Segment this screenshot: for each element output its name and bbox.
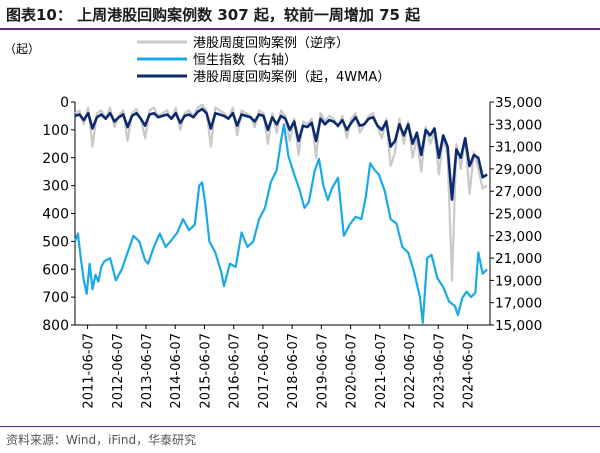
right-tick-label: 21,000 [495, 251, 542, 267]
right-tick-label: 15,000 [495, 318, 542, 334]
right-tick-label: 33,000 [495, 117, 542, 133]
x-tick-label: 2023-06-07 [432, 333, 447, 409]
figure-title: 图表10： 上周港股回购案例数 307 起，较前一周增加 75 起 [6, 6, 421, 24]
x-tick-label: 2017-06-07 [257, 333, 272, 409]
title-divider [0, 28, 600, 30]
series-buyback-4wma [74, 107, 488, 201]
left-tick-label: 0 [60, 95, 69, 111]
right-tick-label: 23,000 [495, 229, 542, 245]
left-tick-label: 200 [42, 151, 69, 167]
x-tick-label: 2012-06-07 [111, 333, 126, 409]
right-tick-label: 35,000 [495, 95, 542, 111]
left-axis-unit: （起） [4, 42, 40, 56]
buyback-hsi-chart: （起） 0 100 200 300 400 500 600 700 800 15,000 17,00… [4, 35, 542, 409]
left-tick-label: 500 [42, 234, 69, 250]
series-hsi [73, 123, 488, 324]
legend-label: 港股周度回购案例（起，4WMA） [193, 69, 390, 85]
right-tick-label: 29,000 [495, 162, 542, 178]
x-tick-label: 2020-06-07 [345, 333, 360, 409]
legend-label: 恒生指数（右轴） [193, 53, 297, 68]
left-tick-label: 600 [42, 262, 69, 278]
legend-buyback-weekly: 港股周度回购案例（逆序） [137, 35, 349, 51]
left-tick-label: 400 [42, 207, 69, 223]
x-tick-label: 2015-06-07 [198, 333, 213, 409]
x-tick-label: 2016-06-07 [228, 333, 243, 409]
legend-label: 港股周度回购案例（逆序） [193, 35, 349, 51]
right-tick-label: 25,000 [495, 207, 542, 223]
x-tick-label: 2018-06-07 [286, 333, 301, 409]
legend: 港股周度回购案例（逆序） 恒生指数（右轴）港股周度回购案例（起，4WMA） [137, 35, 390, 85]
x-tick-label: 2019-06-07 [315, 333, 330, 409]
axes-layer: 0 100 200 300 400 500 600 700 800 15,000 17,000 19,… [42, 95, 542, 409]
series-buyback-weekly [74, 103, 488, 282]
legend-buyback-4wma: 港股周度回购案例（起，4WMA） [137, 69, 390, 85]
source-note: 资料来源：Wind，iFind，华泰研究 [6, 433, 197, 447]
footer-divider [0, 426, 600, 427]
legend-hsi: 恒生指数（右轴） [137, 53, 297, 68]
left-tick-label: 300 [42, 179, 69, 195]
left-tick-label: 800 [42, 318, 69, 334]
series-layer [73, 103, 488, 324]
x-tick-label: 2011-06-07 [82, 333, 97, 409]
right-tick-label: 31,000 [495, 140, 542, 156]
x-tick-label: 2022-06-07 [403, 333, 418, 409]
right-tick-label: 19,000 [495, 273, 542, 289]
right-tick-label: 27,000 [495, 184, 542, 200]
x-tick-label: 2013-06-07 [140, 333, 155, 409]
right-tick-label: 17,000 [495, 296, 542, 312]
x-tick-label: 2021-06-07 [374, 333, 389, 409]
left-tick-label: 700 [42, 290, 69, 306]
left-tick-label: 100 [42, 123, 69, 139]
x-tick-label: 2024-06-07 [461, 333, 476, 409]
x-tick-label: 2014-06-07 [169, 333, 184, 409]
